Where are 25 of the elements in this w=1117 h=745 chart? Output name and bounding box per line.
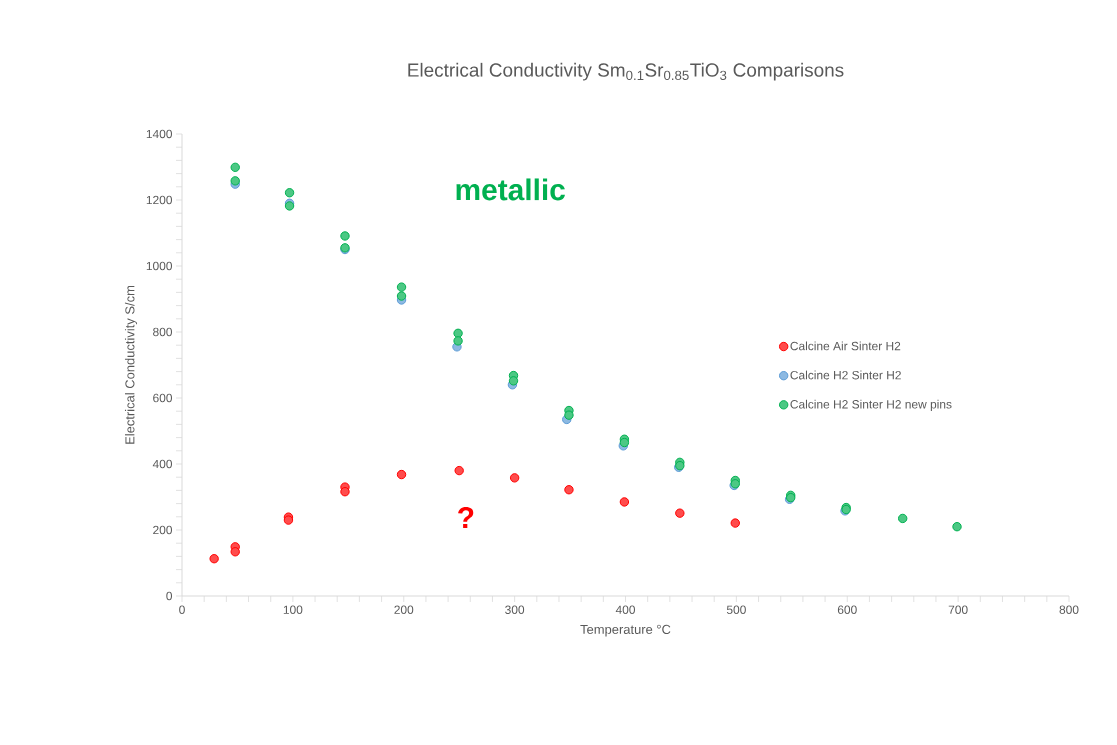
y-tick-label: 1000 [146, 261, 173, 271]
x-tick-label: 100 [283, 605, 303, 614]
y-tick-label: 600 [153, 393, 173, 403]
x-tick-label: 200 [394, 605, 414, 614]
y-tick-label: 1400 [146, 129, 173, 139]
legend-label: Calcine H2 Sinter H2 [790, 370, 901, 380]
legend-label: Calcine Air Sinter H2 [790, 341, 901, 351]
x-tick-label: 700 [948, 605, 968, 614]
x-axis-title: Temperature °C [580, 624, 671, 637]
annotation: ? [458, 507, 474, 528]
x-tick-label: 500 [726, 605, 746, 614]
y-tick-label: 1200 [146, 195, 173, 205]
chart-title: Electrical Conductivity Sm$_{0.1}$Sr$_{0.85}$TiO$_{3}$ Comparisons [408, 62, 844, 81]
x-tick-label: 800 [1059, 605, 1079, 614]
x-tick-label: 300 [505, 605, 525, 614]
x-tick-label: 400 [615, 605, 636, 614]
y-tick-label: 800 [153, 327, 173, 337]
annotation: metallic [456, 178, 565, 201]
y-axis-title: Electrical Conductivity S/cm [124, 285, 138, 444]
y-tick-label: 0 [166, 591, 173, 601]
x-tick-label: 0 [179, 605, 185, 614]
x-tick-label: 600 [837, 605, 857, 614]
y-tick-label: 400 [152, 459, 173, 469]
y-tick-label: 200 [153, 525, 173, 535]
legend-label: Calcine H2 Sinter H2 new pins [790, 399, 952, 411]
